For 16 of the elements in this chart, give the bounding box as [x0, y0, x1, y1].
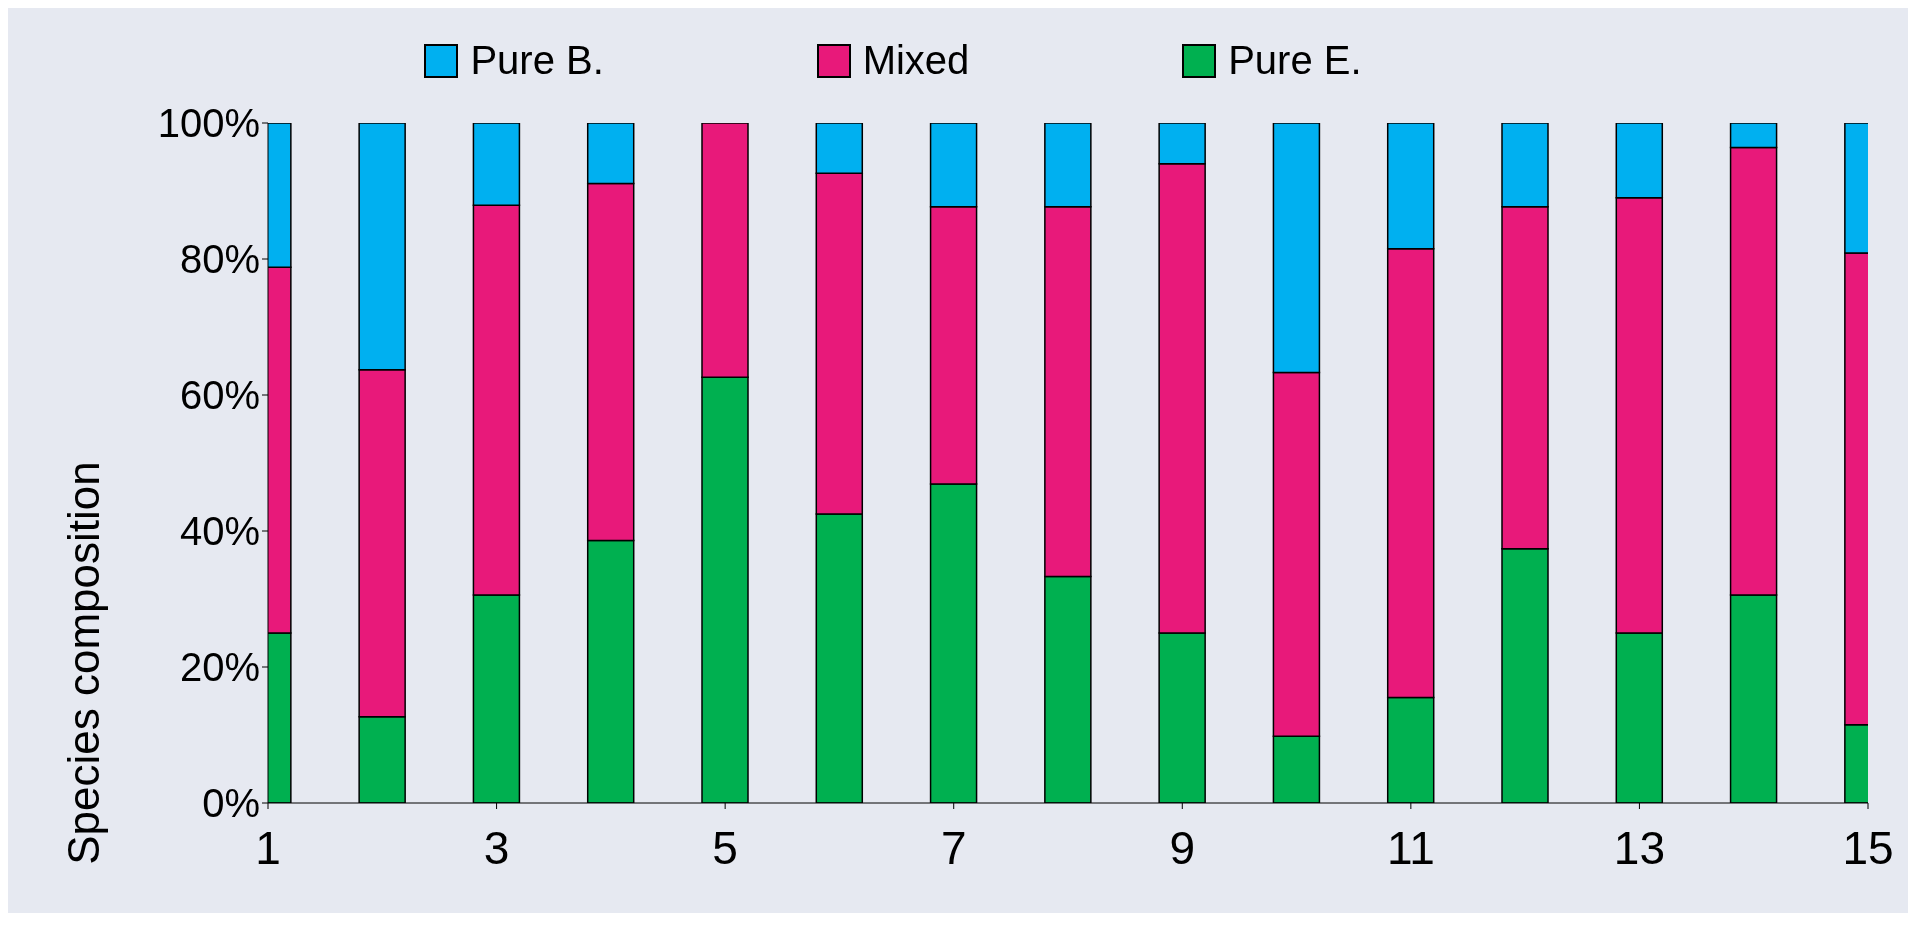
x-tick-label: 15: [1842, 821, 1894, 874]
y-axis-title: Species composition: [58, 461, 108, 865]
y-tick-label: 80%: [179, 237, 260, 282]
x-tick-label: 9: [1169, 821, 1196, 874]
x-tick-label: 7: [940, 821, 967, 874]
x-tick-label: 13: [1613, 821, 1666, 874]
legend-label: Pure B.: [470, 38, 604, 83]
x-tick-label: 11: [1386, 821, 1435, 874]
y-tick-label: 100%: [157, 101, 260, 146]
y-tick-label: 40%: [179, 509, 260, 554]
x-tick-label: 5: [712, 821, 738, 874]
legend-label: Pure E.: [1228, 38, 1362, 83]
x-tick-label: 3: [483, 821, 510, 874]
y-tick-label: 60%: [179, 373, 260, 418]
y-tick-label: 20%: [179, 645, 260, 690]
legend-label: Mixed: [862, 38, 970, 83]
